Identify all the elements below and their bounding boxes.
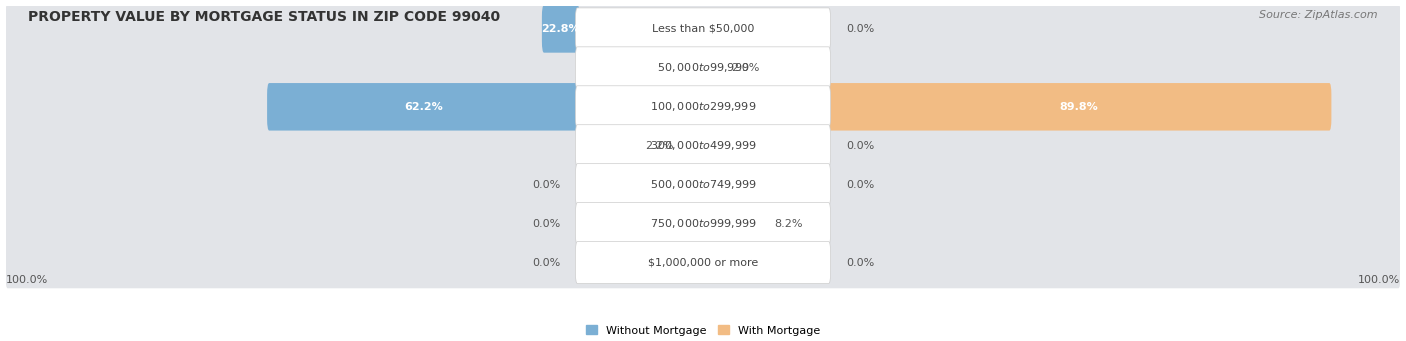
FancyBboxPatch shape [6,198,1400,249]
FancyBboxPatch shape [267,83,579,131]
Text: 0.0%: 0.0% [846,24,875,34]
Text: $750,000 to $999,999: $750,000 to $999,999 [650,217,756,230]
Text: 100.0%: 100.0% [6,275,48,285]
FancyBboxPatch shape [575,164,831,206]
FancyBboxPatch shape [6,42,1400,93]
Text: 2.2%: 2.2% [645,141,673,151]
FancyBboxPatch shape [575,203,831,245]
FancyBboxPatch shape [575,86,831,128]
FancyBboxPatch shape [702,200,762,247]
FancyBboxPatch shape [575,8,831,50]
Text: $1,000,000 or more: $1,000,000 or more [648,257,758,268]
Text: 0.0%: 0.0% [846,180,875,190]
Text: 62.2%: 62.2% [404,102,443,112]
Text: 0.0%: 0.0% [846,141,875,151]
Text: 0.0%: 0.0% [531,257,560,268]
Text: $50,000 to $99,999: $50,000 to $99,999 [657,61,749,74]
FancyBboxPatch shape [6,81,1400,133]
FancyBboxPatch shape [575,47,831,89]
FancyBboxPatch shape [6,120,1400,172]
FancyBboxPatch shape [6,159,1400,210]
FancyBboxPatch shape [575,125,831,167]
Text: $500,000 to $749,999: $500,000 to $749,999 [650,178,756,191]
Legend: Without Mortgage, With Mortgage: Without Mortgage, With Mortgage [582,321,824,340]
FancyBboxPatch shape [612,44,704,92]
FancyBboxPatch shape [6,3,1400,55]
Text: 12.8%: 12.8% [576,63,614,73]
Text: 8.2%: 8.2% [775,219,803,228]
Text: 0.0%: 0.0% [531,180,560,190]
FancyBboxPatch shape [541,5,579,53]
Text: 0.0%: 0.0% [846,257,875,268]
FancyBboxPatch shape [575,241,831,284]
Text: $100,000 to $299,999: $100,000 to $299,999 [650,100,756,113]
Text: 22.8%: 22.8% [541,24,581,34]
FancyBboxPatch shape [686,122,704,169]
Text: PROPERTY VALUE BY MORTGAGE STATUS IN ZIP CODE 99040: PROPERTY VALUE BY MORTGAGE STATUS IN ZIP… [28,10,501,24]
Text: $300,000 to $499,999: $300,000 to $499,999 [650,139,756,152]
FancyBboxPatch shape [827,83,1331,131]
Text: Less than $50,000: Less than $50,000 [652,24,754,34]
FancyBboxPatch shape [6,237,1400,288]
Text: 0.0%: 0.0% [531,219,560,228]
Text: 100.0%: 100.0% [1358,275,1400,285]
FancyBboxPatch shape [702,44,718,92]
Text: Source: ZipAtlas.com: Source: ZipAtlas.com [1260,10,1378,20]
Text: 89.8%: 89.8% [1060,102,1098,112]
Text: 2.0%: 2.0% [731,63,759,73]
